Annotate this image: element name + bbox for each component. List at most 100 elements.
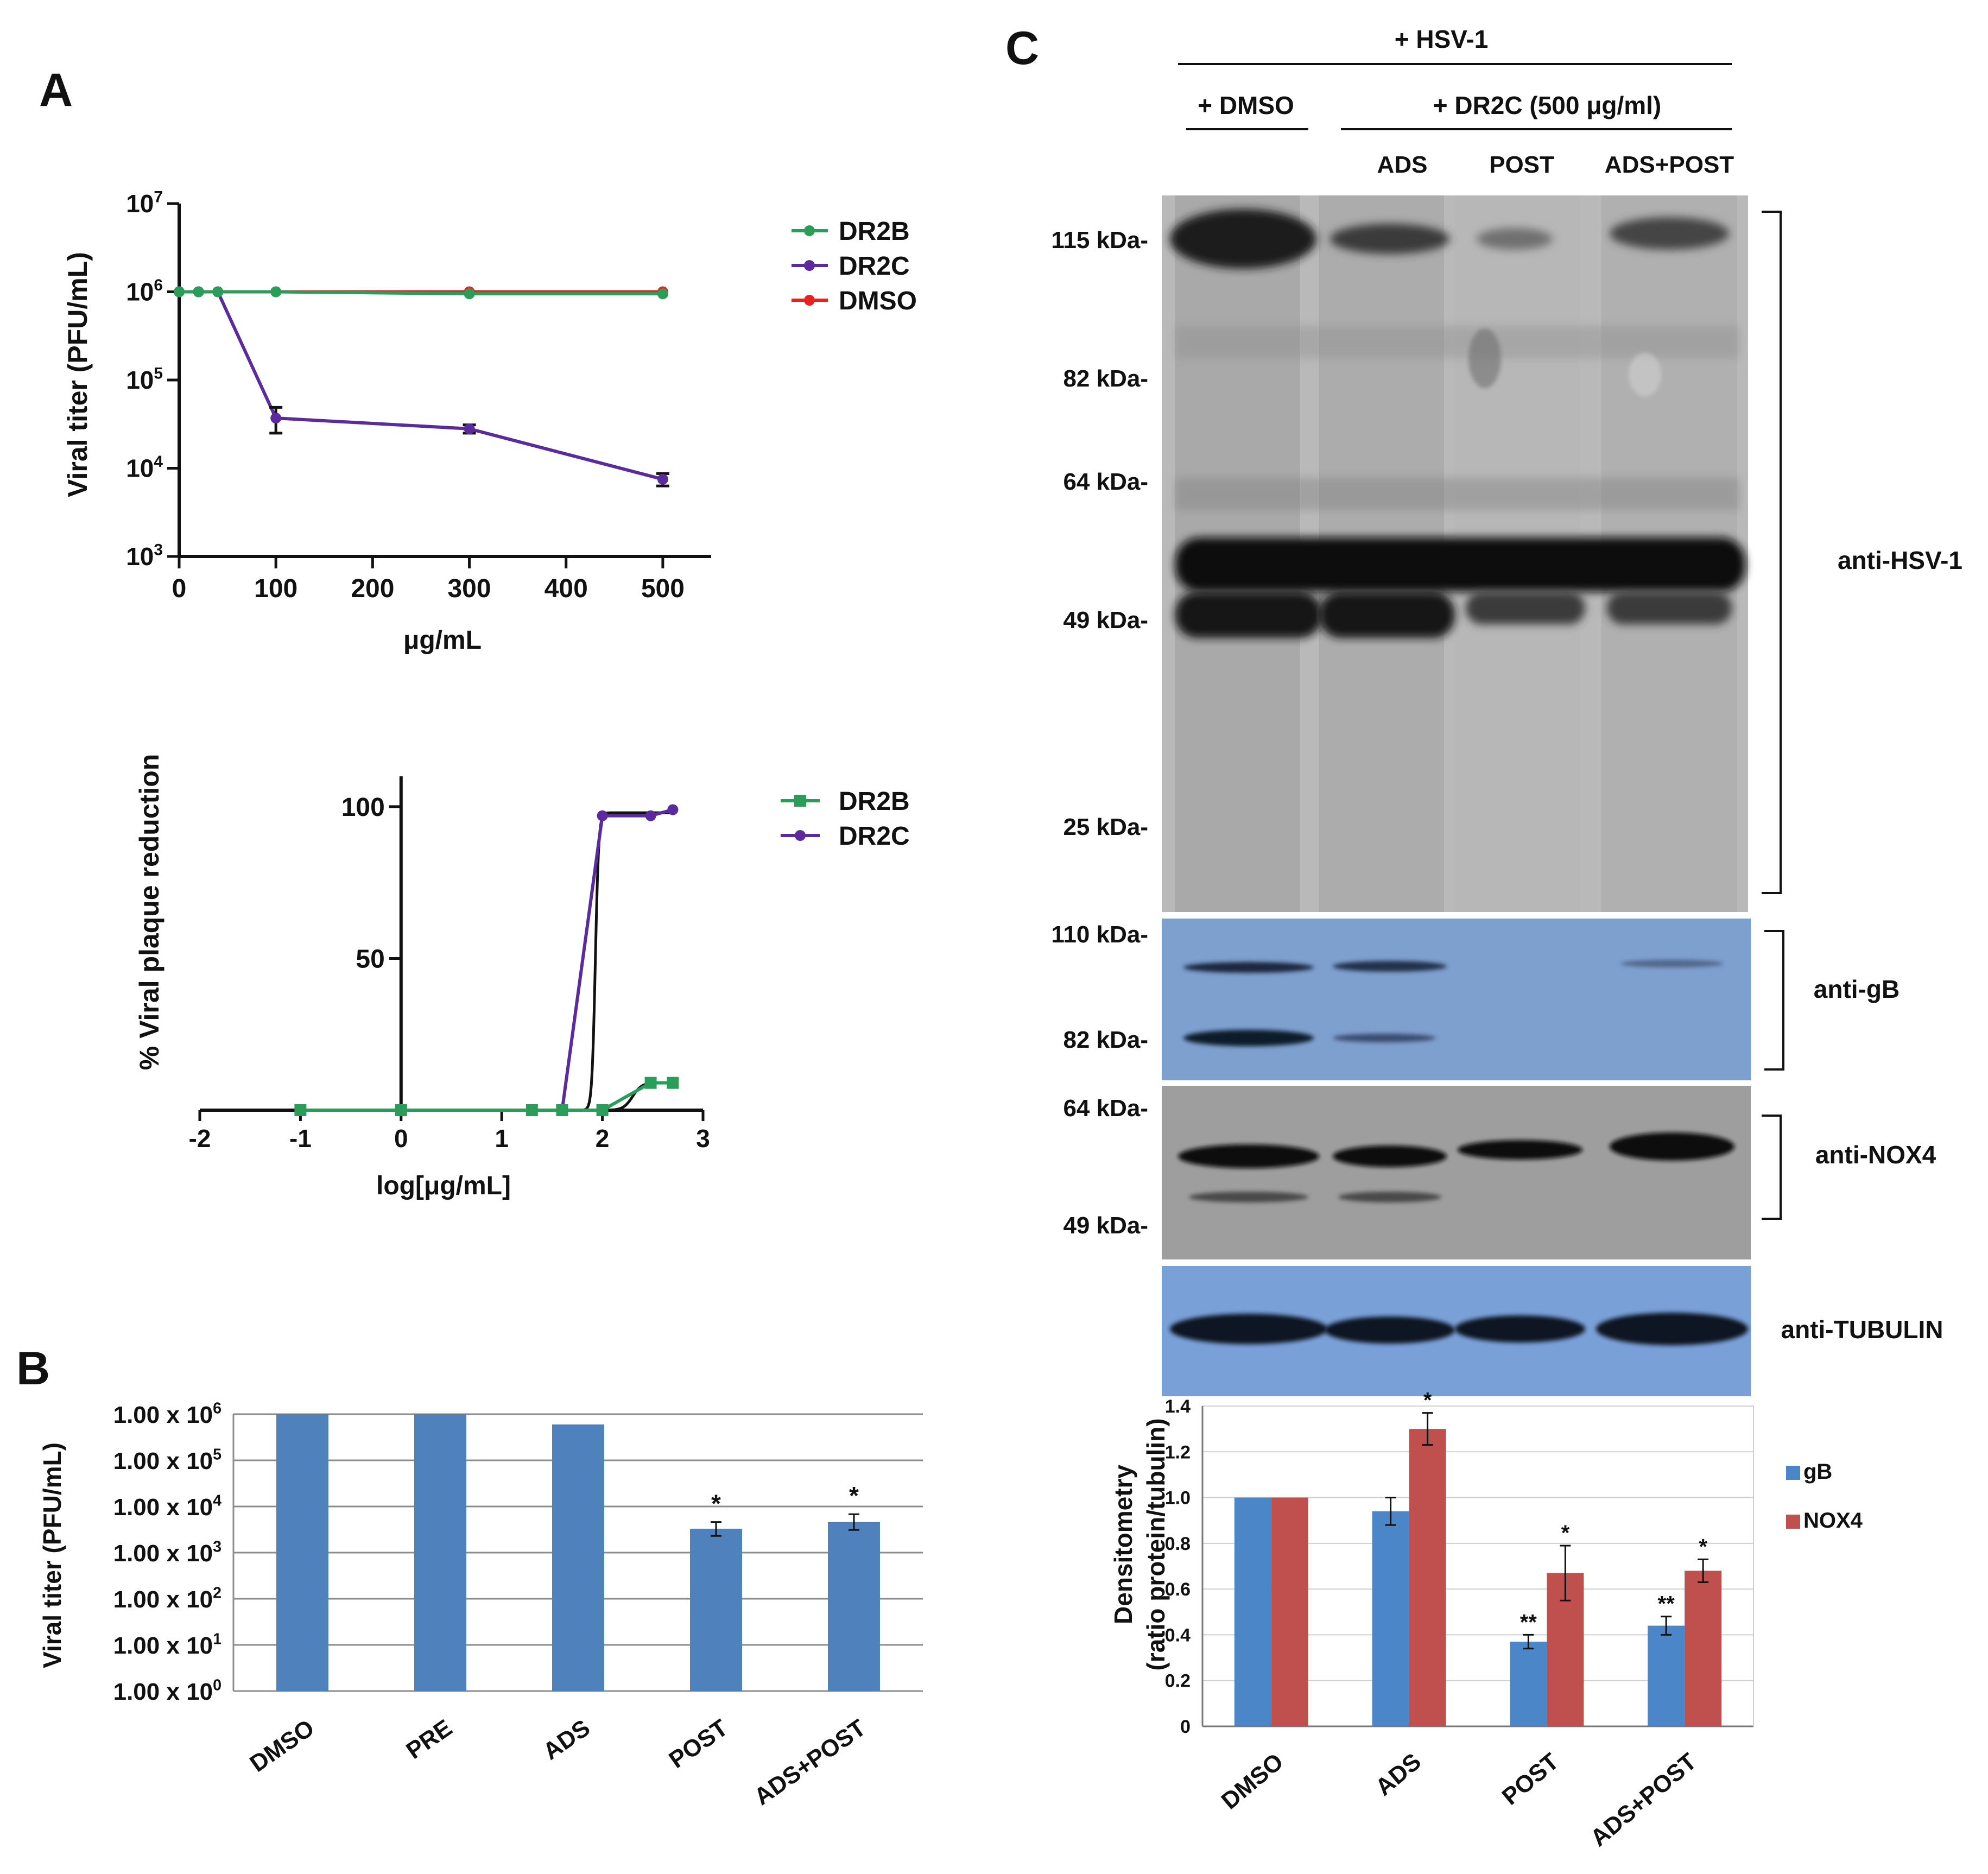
- c-bar-gb: [1372, 1511, 1409, 1726]
- b-y-tick-label-base: 1.00 x 10: [113, 1679, 213, 1705]
- chart-a2-plaque-reduction: % Viral plaque reduction log[μg/mL] 5010…: [134, 754, 910, 1200]
- a1-legend-marker-dr2c: [804, 260, 815, 271]
- c-x-tick-label: ADS: [1370, 1748, 1426, 1801]
- a1-y-tick-label-exp: 4: [154, 453, 163, 471]
- a2-legend: DR2B DR2C: [781, 787, 910, 851]
- a1-y-tick-label-exp: 5: [154, 365, 163, 383]
- b-bar: [690, 1528, 742, 1691]
- a2-point-dr2b: [644, 1077, 657, 1089]
- b-y-tick-label: 1.00 x 106: [113, 1400, 221, 1428]
- a1-legend-label-dr2c: DR2C: [839, 252, 910, 281]
- c-legend-label-nox4: NOX4: [1803, 1509, 1863, 1533]
- western-blot: + HSV-1 + DMSO + DR2C (500 μg/ml) ADS PO…: [1051, 25, 1962, 1396]
- b-y-tick-label-base: 1.00 x 10: [113, 1540, 213, 1567]
- a2-y-tick-label: 100: [341, 793, 385, 822]
- c-bar-nox4: [1271, 1497, 1308, 1726]
- b-x-tick-label: POST: [664, 1714, 732, 1774]
- a2-legend-label-dr2b: DR2B: [839, 787, 910, 816]
- blot-lane-post: POST: [1489, 151, 1554, 178]
- a1-x-axis-label: μg/mL: [403, 626, 482, 655]
- a1-legend-label-dmso: DMSO: [839, 287, 917, 315]
- b-y-tick-label-exp: 4: [213, 1492, 221, 1509]
- a1-y-axis-label: Viral titer (PFU/mL): [62, 252, 93, 497]
- a2-point-dr2c: [597, 810, 608, 821]
- c-significance-mark: *: [1699, 1535, 1707, 1559]
- b-y-tick-label-base: 1.00 x 10: [113, 1586, 213, 1613]
- b-y-tick-label-exp: 0: [213, 1676, 221, 1694]
- b-y-tick-label: 1.00 x 102: [113, 1584, 221, 1613]
- c-x-tick-label: POST: [1497, 1748, 1564, 1810]
- c-legend: gB NOX4: [1786, 1460, 1863, 1533]
- a1-point-dr2b: [657, 288, 668, 300]
- b-y-tick-label-base: 1.00 x 10: [113, 1494, 213, 1521]
- blot-lane-ads-post: ADS+POST: [1605, 151, 1734, 178]
- blot-lane-ads: ADS: [1377, 151, 1428, 178]
- blot-nox4-membrane: [1162, 1086, 1751, 1259]
- a1-y-tick-label: 103: [126, 541, 163, 571]
- b-x-tick-label: PRE: [402, 1714, 457, 1764]
- a2-point-dr2b: [667, 1077, 679, 1089]
- a1-legend: DR2B DR2C DMSO: [792, 217, 917, 315]
- blot-marker-115: 115 kDa-: [1051, 227, 1148, 254]
- a1-legend-label-dr2b: DR2B: [839, 217, 910, 246]
- b-bar: [552, 1424, 604, 1691]
- c-legend-label-gb: gB: [1803, 1460, 1832, 1484]
- a1-y-tick-label: 105: [126, 365, 163, 394]
- blot-label-anti-nox4: anti-NOX4: [1815, 1141, 1936, 1169]
- b-y-tick-label: 1.00 x 101: [113, 1630, 222, 1659]
- blot-gb-marker-82: 82 kDa-: [1063, 1027, 1148, 1053]
- c-y-axis-label-2: (ratio protein/tubulin): [1142, 1418, 1170, 1670]
- b-y-axis-label: Viral titer (PFU/mL): [38, 1442, 66, 1668]
- a1-point-dr2b: [270, 286, 282, 297]
- b-y-tick-label: 1.00 x 100: [113, 1676, 221, 1705]
- b-significance-mark: *: [849, 1482, 859, 1510]
- chart-c-densitometry: Densitometry (ratio protein/tubulin) 0 0.…: [1109, 1389, 1863, 1852]
- c-y-tick-label: 0.2: [1165, 1671, 1191, 1692]
- a1-y-tick-label: 107: [126, 188, 163, 218]
- blot-gb-marker-110: 110 kDa-: [1051, 921, 1148, 948]
- a1-x-tick-label: 100: [254, 574, 297, 603]
- a2-legend-label-dr2c: DR2C: [839, 822, 910, 851]
- a1-y-tick-label-base: 10: [126, 542, 154, 571]
- b-significance-mark: *: [711, 1490, 721, 1518]
- a1-y-tick-label-exp: 7: [154, 188, 163, 206]
- c-x-tick-label: DMSO: [1217, 1748, 1289, 1814]
- a2-x-tick-label: 0: [394, 1124, 408, 1153]
- b-y-tick-label: 1.00 x 103: [113, 1538, 221, 1567]
- a2-x-tick-label: -1: [289, 1124, 312, 1153]
- b-x-tick-label: DMSO: [245, 1714, 319, 1777]
- c-legend-swatch-gb: [1786, 1466, 1800, 1480]
- panel-label-c: C: [1005, 22, 1039, 74]
- a1-y-tick-label-base: 10: [126, 366, 154, 394]
- c-bar-gb: [1234, 1497, 1271, 1726]
- b-x-tick-label: ADS: [539, 1714, 595, 1765]
- blot-label-anti-gb: anti-gB: [1814, 975, 1900, 1003]
- panel-label-b: B: [16, 1343, 50, 1395]
- c-significance-mark: *: [1561, 1521, 1570, 1545]
- blot-marker-49: 49 kDa-: [1063, 607, 1148, 634]
- blot-header-dr2c: + DR2C (500 μg/ml): [1433, 91, 1662, 119]
- blot-header-hsv: + HSV-1: [1395, 25, 1489, 53]
- b-y-tick-label-base: 1.00 x 10: [113, 1402, 213, 1428]
- a1-legend-marker-dmso: [804, 295, 815, 306]
- blot-label-anti-tubulin: anti-TUBULIN: [1781, 1315, 1943, 1344]
- a1-y-tick-label: 104: [126, 453, 163, 482]
- c-legend-swatch-nox4: [1786, 1515, 1800, 1529]
- blot-marker-82: 82 kDa-: [1063, 365, 1148, 392]
- a1-y-tick-label-base: 10: [126, 454, 154, 483]
- c-bar-gb: [1648, 1625, 1685, 1726]
- a1-y-tick-label-exp: 3: [154, 541, 163, 559]
- b-y-tick-label: 1.00 x 105: [113, 1446, 222, 1474]
- a2-point-dr2b: [556, 1104, 568, 1116]
- c-y-tick-label: 1.0: [1165, 1488, 1191, 1509]
- a1-point-dr2b: [193, 286, 204, 297]
- a2-y-tick-label: 50: [356, 945, 384, 973]
- a2-y-axis-label: % Viral plaque reduction: [134, 754, 164, 1071]
- blot-bracket-gb: [1764, 930, 1784, 1071]
- a2-legend-marker-dr2c: [795, 830, 806, 841]
- a1-y-tick-label-base: 10: [126, 278, 154, 306]
- b-y-tick-label-exp: 6: [213, 1400, 221, 1417]
- a1-x-tick-label: 0: [172, 574, 187, 603]
- a1-y-tick-label: 106: [126, 276, 163, 306]
